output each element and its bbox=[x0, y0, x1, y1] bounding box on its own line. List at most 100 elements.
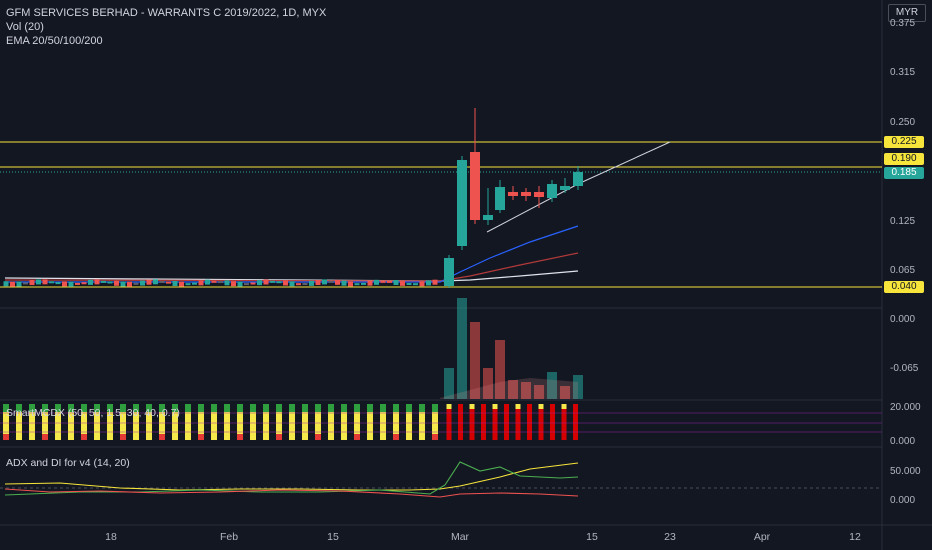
mcdx-bar bbox=[250, 404, 256, 440]
time-tick: 12 bbox=[849, 531, 861, 543]
mcdx-bar bbox=[380, 404, 386, 412]
candle bbox=[244, 283, 249, 286]
mcdx-tick: 0.000 bbox=[890, 436, 916, 447]
candle bbox=[289, 281, 295, 287]
level-tag-0225: 0.225 bbox=[884, 136, 924, 148]
mcdx-bar bbox=[42, 434, 48, 440]
ema-200-line bbox=[4, 270, 579, 282]
candle bbox=[547, 184, 557, 198]
candle bbox=[361, 282, 366, 285]
mcdx-bar bbox=[172, 404, 178, 440]
mcdx-bar bbox=[3, 404, 9, 412]
candle bbox=[393, 280, 399, 286]
mcdx-bar bbox=[315, 434, 321, 440]
candle bbox=[483, 215, 493, 220]
candle bbox=[172, 280, 178, 286]
mcdx-bar bbox=[432, 434, 438, 440]
mcdx-bar bbox=[446, 404, 452, 440]
price-tick: 0.125 bbox=[890, 216, 916, 227]
mcdx-bar bbox=[55, 404, 61, 412]
ema-50-line bbox=[5, 225, 579, 283]
mcdx-bar bbox=[81, 434, 87, 440]
candle bbox=[75, 282, 80, 285]
candle bbox=[133, 282, 139, 285]
candle bbox=[309, 280, 314, 286]
chart-legend: GFM SERVICES BERHAD - WARRANTS C 2019/20… bbox=[6, 6, 326, 48]
volume-indicator-label[interactable]: Vol (20) bbox=[6, 21, 44, 33]
di-minus-red-line bbox=[4, 488, 579, 498]
mcdx-bar bbox=[504, 404, 509, 440]
mcdx-bar bbox=[458, 404, 463, 440]
candle bbox=[413, 283, 418, 286]
price-tick: 0.375 bbox=[890, 18, 916, 29]
mcdx-bar bbox=[42, 404, 48, 412]
ema-indicator-label[interactable]: EMA 20/50/100/200 bbox=[6, 35, 103, 47]
mcdx-bar bbox=[42, 404, 48, 440]
candle bbox=[192, 282, 197, 285]
mcdx-bar bbox=[328, 404, 334, 412]
mcdx-bar bbox=[354, 404, 360, 440]
candle bbox=[374, 279, 379, 285]
candle bbox=[426, 280, 431, 286]
mcdx-bar bbox=[393, 434, 399, 440]
volume-tick: -0.065 bbox=[890, 363, 919, 374]
candle bbox=[36, 279, 41, 285]
volume-bar bbox=[534, 385, 544, 399]
candle bbox=[457, 160, 467, 246]
volume-bars-group bbox=[440, 298, 583, 399]
mcdx-bar bbox=[198, 404, 204, 412]
adx-tick: 50.000 bbox=[890, 466, 921, 477]
mcdx-bar bbox=[419, 404, 425, 412]
mcdx-bar bbox=[185, 404, 191, 412]
mcdx-bar bbox=[276, 404, 282, 412]
volume-bar bbox=[560, 386, 570, 399]
mcdx-bar bbox=[419, 404, 425, 440]
mcdx-bar bbox=[29, 404, 35, 412]
mcdx-bar bbox=[446, 404, 452, 409]
mcdx-bar bbox=[315, 404, 321, 412]
smart-mcdx-label[interactable]: SmartMCDX (50, 50, 1.5, 30, 40, 0.7) bbox=[6, 407, 180, 419]
mcdx-bar bbox=[289, 404, 295, 440]
candle bbox=[42, 279, 48, 285]
mcdx-bar bbox=[341, 404, 347, 440]
candle bbox=[185, 283, 191, 286]
level-tag-0040: 0.040 bbox=[884, 281, 924, 293]
candle bbox=[367, 280, 373, 286]
mcdx-bar bbox=[432, 404, 438, 412]
mcdx-bar bbox=[133, 404, 139, 412]
mcdx-bar bbox=[276, 434, 282, 440]
mcdx-bar bbox=[406, 404, 412, 412]
mcdx-bar bbox=[29, 404, 35, 440]
trendline-lower bbox=[486, 183, 579, 233]
mcdx-bar bbox=[469, 404, 475, 409]
price-tick: 0.315 bbox=[890, 67, 916, 78]
currency-button[interactable]: MYR bbox=[888, 4, 926, 22]
candle bbox=[419, 281, 425, 287]
candle bbox=[283, 280, 288, 286]
adx-label[interactable]: ADX and DI for v4 (14, 20) bbox=[6, 457, 130, 469]
mcdx-bar bbox=[341, 404, 347, 412]
volume-tick: 0.000 bbox=[890, 314, 916, 325]
mcdx-bar bbox=[146, 404, 152, 412]
candle bbox=[470, 152, 480, 220]
candle bbox=[29, 280, 35, 286]
mcdx-bar bbox=[367, 404, 373, 440]
time-tick: 18 bbox=[105, 531, 117, 543]
candle bbox=[432, 279, 438, 285]
mcdx-bar bbox=[393, 404, 399, 440]
mcdx-bar bbox=[367, 404, 373, 412]
adx-yellow-line bbox=[4, 462, 579, 491]
time-tick: Mar bbox=[450, 531, 470, 543]
smart-mcdx-bars-group bbox=[3, 404, 578, 440]
candle bbox=[3, 281, 9, 287]
candle bbox=[68, 281, 74, 287]
candle bbox=[302, 283, 308, 286]
mcdx-bar bbox=[561, 404, 567, 440]
mcdx-bar bbox=[107, 404, 113, 412]
candle bbox=[140, 280, 145, 286]
candle bbox=[107, 281, 113, 284]
mcdx-bar bbox=[172, 404, 178, 412]
candle bbox=[257, 280, 262, 286]
candle bbox=[263, 279, 269, 285]
